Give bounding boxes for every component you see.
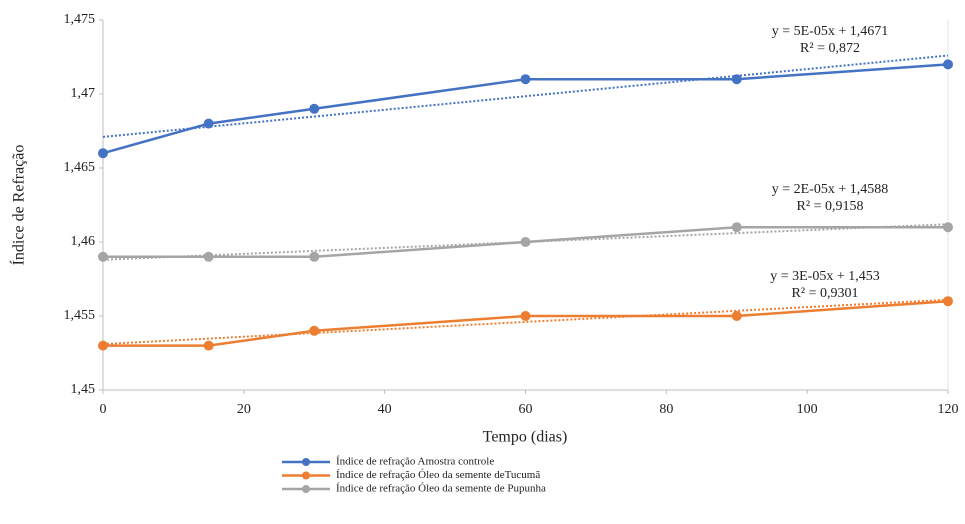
point — [203, 340, 214, 351]
legend-marker — [302, 485, 310, 493]
x-tick-label: 60 — [519, 402, 533, 417]
y-tick-label: 1,47 — [71, 86, 96, 101]
point — [98, 340, 108, 351]
trend-r2: R² = 0,872 — [800, 41, 860, 56]
y-tick-label: 1,45 — [71, 382, 96, 397]
point — [731, 311, 742, 321]
y-tick-label: 1,465 — [64, 160, 96, 175]
x-axis-label: Tempo (dias) — [483, 429, 568, 446]
point — [98, 251, 108, 262]
legend-label: Índice de refração Amostra controle — [336, 456, 494, 468]
legend-marker — [302, 458, 310, 466]
trend-equation: y = 3E-05x + 1,453 — [770, 269, 880, 284]
x-tick-label: 40 — [378, 402, 392, 417]
point — [203, 118, 214, 129]
trend-equation: y = 5E-05x + 1,4671 — [772, 24, 889, 39]
point — [943, 296, 953, 307]
series-line — [103, 299, 949, 347]
point — [943, 222, 953, 233]
point — [520, 237, 531, 247]
trend-r2: R² = 0,9158 — [797, 199, 864, 214]
point — [520, 74, 531, 85]
point — [943, 59, 953, 70]
x-tick-label: 20 — [237, 402, 251, 417]
x-tick-label: 100 — [797, 402, 818, 417]
trendline — [102, 223, 949, 261]
trendline — [102, 298, 949, 346]
trend-equation: y = 2E-05x + 1,4588 — [772, 182, 889, 197]
point — [731, 222, 742, 233]
point — [203, 251, 214, 262]
x-tick-label: 0 — [100, 402, 107, 417]
legend-label: Índice de refração Óleo da semente deTuc… — [336, 469, 540, 481]
point — [731, 74, 742, 85]
point — [309, 103, 320, 114]
y-tick-label: 1,455 — [64, 308, 96, 323]
trendline — [102, 54, 949, 138]
legend-marker — [302, 471, 310, 480]
point — [98, 148, 108, 159]
y-axis-label: Índice de Refração — [9, 145, 28, 266]
x-tick-label: 120 — [938, 402, 959, 417]
point — [309, 325, 320, 336]
legend-label: Índice de refração Óleo da semente de Pu… — [336, 483, 546, 495]
x-tick-label: 80 — [659, 402, 673, 417]
point — [309, 251, 320, 262]
y-tick-label: 1,46 — [71, 234, 96, 249]
trend-r2: R² = 0,9301 — [792, 286, 859, 301]
point — [520, 311, 531, 321]
y-tick-label: 1,475 — [64, 12, 96, 27]
